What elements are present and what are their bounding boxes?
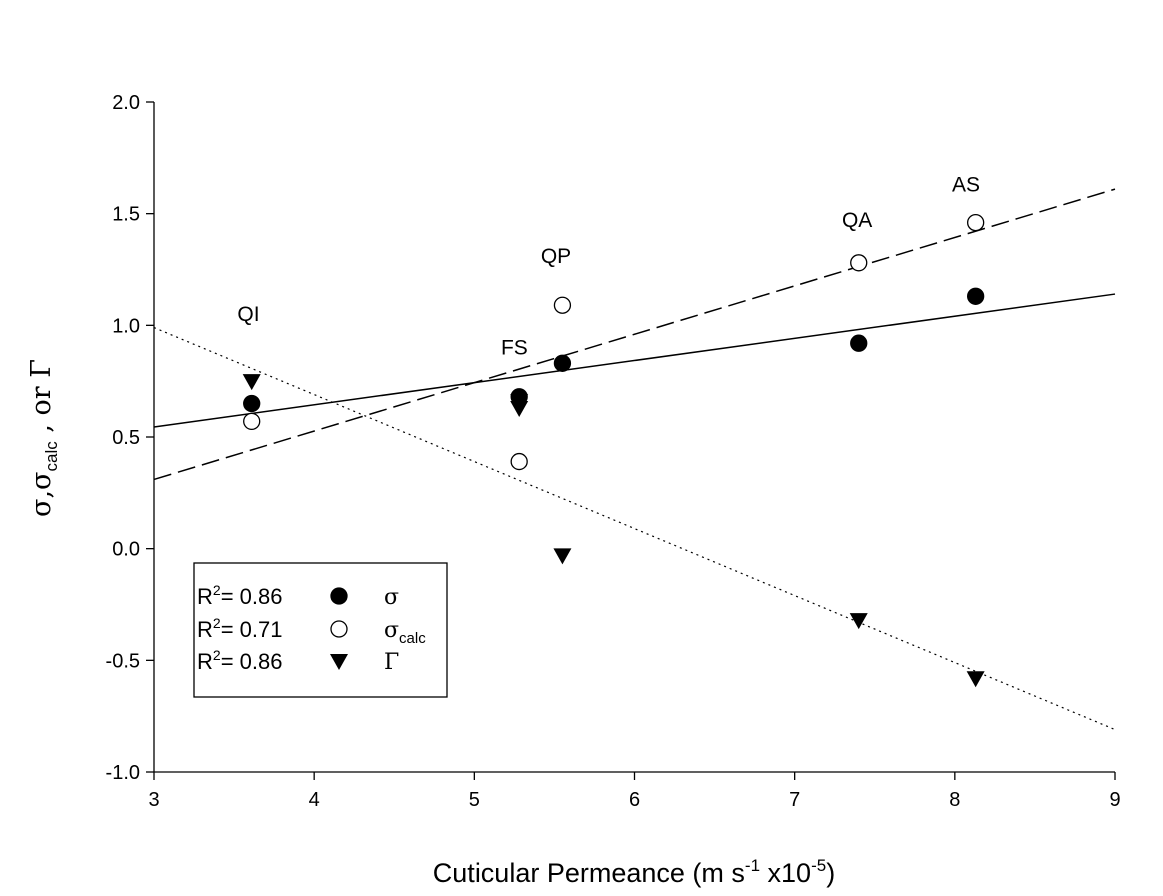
y-tick-label: -0.5 [106, 650, 140, 672]
legend-r2-label: R2= 0.71 [197, 615, 282, 642]
point-sigma [510, 388, 528, 406]
point-annotations: QI FS QP QA AS [237, 173, 980, 359]
legend: R2= 0.86 σ R2= 0.71 σcalc R2= 0.86 Γ [193, 562, 448, 698]
x-tick-label: 4 [309, 789, 320, 811]
point-sigma [850, 334, 868, 352]
y-tick-label: 0.5 [112, 427, 140, 449]
point-sigma [243, 394, 261, 413]
legend-box [193, 562, 448, 698]
legend-r2-label: R2= 0.86 [197, 647, 282, 674]
point-annotation: FS [501, 336, 528, 359]
x-tick-label: 5 [469, 789, 480, 811]
x-axis-label: Cuticular Permeance (m s-1 x10-5) [433, 856, 835, 888]
x-tick-label: 3 [148, 789, 159, 811]
point-sigma-calc [553, 296, 572, 314]
legend-series-label: Γ [384, 650, 399, 675]
fit-line-dashed [153, 188, 1116, 481]
x-tick-label: 8 [949, 789, 960, 811]
point-gamma [966, 671, 985, 688]
fit-line-solid [153, 293, 1116, 428]
y-tick-label: 2.0 [112, 92, 140, 114]
data-points [242, 213, 985, 688]
legend-marker-filled-circle [330, 587, 348, 605]
legend-marker-open-circle [330, 620, 348, 638]
legend-entry-sigma: R2= 0.86 σ [197, 582, 399, 610]
point-gamma [510, 400, 529, 417]
point-sigma [967, 287, 985, 305]
y-tick-label: 1.5 [112, 204, 140, 226]
point-sigma-calc [850, 254, 868, 272]
legend-series-label: σcalc [384, 618, 426, 647]
x-tick-label: 7 [789, 789, 800, 811]
point-annotation: AS [952, 173, 980, 196]
point-annotation: QI [237, 303, 259, 326]
legend-entry-gamma: R2= 0.86 Γ [197, 647, 399, 675]
point-gamma [242, 374, 261, 391]
point-gamma [553, 548, 572, 565]
fit-lines [153, 188, 1116, 731]
legend-r2-label: R2= 0.86 [197, 582, 282, 609]
point-sigma-calc [510, 452, 528, 471]
x-tick-label: 6 [629, 789, 640, 811]
y-axis-label: σ,σcalc , or Γ [26, 359, 61, 517]
point-sigma [553, 354, 572, 372]
legend-entry-sigma-calc: R2= 0.71 σcalc [197, 615, 426, 647]
y-tick-label: 1.0 [112, 315, 140, 337]
x-tick-label: 9 [1109, 789, 1120, 811]
point-annotation: QA [842, 209, 872, 232]
y-tick-label: -1.0 [106, 762, 140, 784]
point-sigma-calc [243, 412, 261, 431]
point-annotation: QP [541, 245, 571, 268]
point-sigma-calc [967, 213, 985, 232]
point-gamma [849, 613, 868, 630]
legend-marker-filled-triangle [330, 654, 348, 670]
axes-frame: -1.0 -0.5 0.0 0.5 1.0 1.5 2.0 3 4 5 6 7 8 9 [106, 92, 1121, 811]
legend-series-label: σ [384, 585, 399, 610]
y-tick-label: 0.0 [112, 539, 140, 561]
